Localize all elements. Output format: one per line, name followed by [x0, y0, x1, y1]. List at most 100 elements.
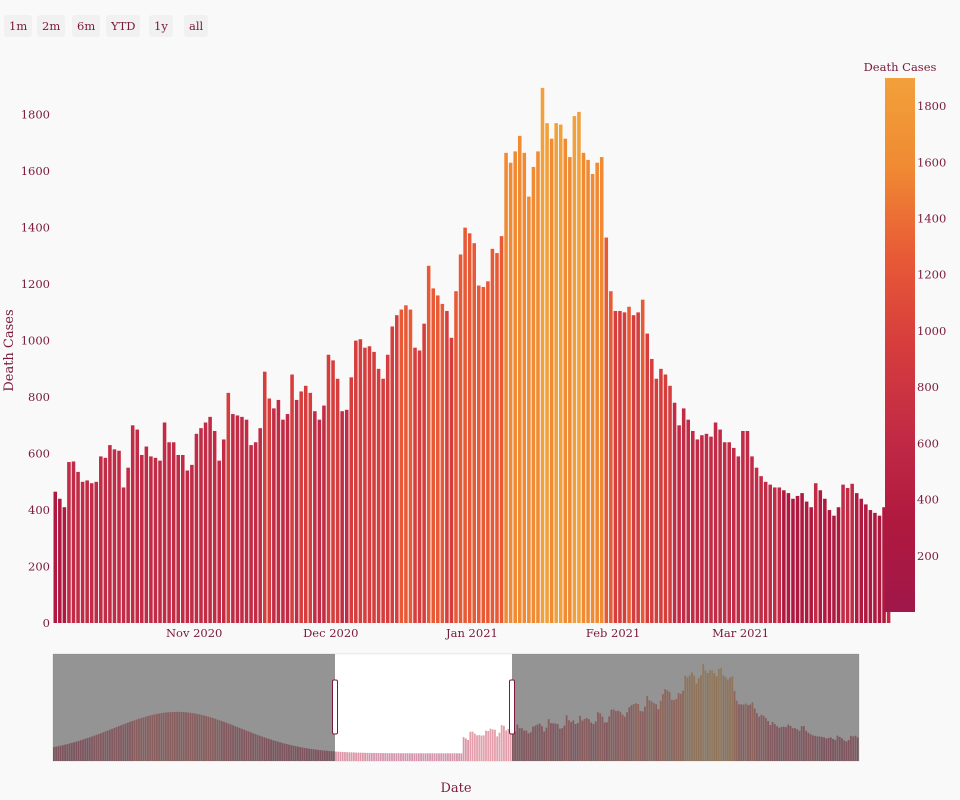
bar[interactable]: [468, 233, 472, 623]
bar[interactable]: [714, 423, 718, 623]
bar[interactable]: [240, 417, 244, 623]
bar[interactable]: [126, 468, 130, 623]
bar[interactable]: [791, 499, 795, 623]
bar[interactable]: [263, 372, 267, 623]
bar[interactable]: [823, 499, 827, 623]
bar[interactable]: [814, 483, 818, 623]
bar[interactable]: [249, 445, 253, 623]
bar[interactable]: [63, 507, 67, 623]
bar[interactable]: [99, 456, 103, 623]
bar[interactable]: [495, 253, 499, 623]
bar[interactable]: [800, 493, 804, 623]
bar[interactable]: [532, 167, 536, 623]
bar[interactable]: [655, 379, 659, 623]
bar[interactable]: [559, 125, 563, 623]
bar[interactable]: [340, 411, 344, 623]
bar[interactable]: [313, 411, 317, 623]
bar[interactable]: [463, 228, 467, 623]
bar[interactable]: [94, 482, 98, 623]
bar[interactable]: [227, 393, 231, 623]
bar[interactable]: [746, 431, 750, 623]
bar[interactable]: [568, 157, 572, 623]
bar[interactable]: [363, 348, 367, 623]
bar[interactable]: [404, 305, 408, 623]
bar[interactable]: [381, 379, 385, 623]
bar[interactable]: [878, 516, 882, 623]
bar[interactable]: [636, 312, 640, 623]
bar[interactable]: [172, 442, 176, 623]
bar[interactable]: [76, 472, 80, 623]
bar[interactable]: [782, 490, 786, 623]
bar[interactable]: [491, 249, 495, 623]
bar[interactable]: [309, 393, 313, 623]
bar[interactable]: [286, 414, 290, 623]
bar[interactable]: [390, 327, 394, 624]
bar[interactable]: [732, 448, 736, 623]
bar[interactable]: [222, 439, 226, 623]
bar[interactable]: [295, 400, 299, 623]
bar[interactable]: [208, 417, 212, 623]
bar[interactable]: [386, 355, 390, 623]
bar[interactable]: [686, 420, 690, 623]
range-slider-handle-right[interactable]: [510, 680, 515, 734]
bar[interactable]: [345, 410, 349, 623]
bar[interactable]: [869, 510, 873, 623]
bar[interactable]: [117, 451, 121, 623]
bar[interactable]: [787, 493, 791, 623]
bar[interactable]: [167, 442, 171, 623]
bar[interactable]: [614, 311, 618, 623]
bar[interactable]: [445, 311, 449, 623]
bar[interactable]: [140, 455, 144, 623]
bar[interactable]: [668, 386, 672, 623]
bar[interactable]: [459, 254, 463, 623]
bar[interactable]: [550, 139, 554, 623]
bar[interactable]: [72, 461, 76, 623]
bar[interactable]: [236, 415, 240, 623]
bar[interactable]: [645, 334, 649, 623]
bar[interactable]: [163, 423, 167, 623]
bar[interactable]: [409, 310, 413, 623]
bar[interactable]: [696, 439, 700, 623]
bar[interactable]: [809, 507, 813, 623]
bar[interactable]: [359, 339, 363, 623]
bar[interactable]: [149, 456, 153, 623]
bar[interactable]: [181, 455, 185, 623]
bar[interactable]: [372, 352, 376, 623]
bar[interactable]: [472, 243, 476, 623]
bar[interactable]: [609, 291, 613, 623]
bar[interactable]: [545, 123, 549, 623]
bar[interactable]: [354, 341, 358, 623]
bar[interactable]: [427, 266, 431, 623]
bar[interactable]: [819, 490, 823, 623]
bar[interactable]: [837, 507, 841, 623]
bar[interactable]: [204, 423, 208, 623]
bar[interactable]: [395, 315, 399, 623]
bar[interactable]: [450, 338, 454, 623]
bar[interactable]: [673, 403, 677, 623]
bar[interactable]: [737, 456, 741, 623]
bar[interactable]: [527, 197, 531, 623]
bar[interactable]: [509, 163, 513, 623]
bar[interactable]: [108, 445, 112, 623]
bar[interactable]: [231, 414, 235, 623]
bar[interactable]: [805, 502, 809, 623]
bar[interactable]: [477, 286, 481, 623]
bar[interactable]: [113, 449, 117, 623]
bar[interactable]: [199, 428, 203, 623]
bar[interactable]: [304, 386, 308, 623]
bar[interactable]: [682, 408, 686, 623]
bar[interactable]: [322, 406, 326, 623]
bar[interactable]: [336, 379, 340, 623]
bar[interactable]: [377, 369, 381, 623]
bar[interactable]: [860, 499, 864, 623]
bar[interactable]: [768, 485, 772, 623]
bar[interactable]: [500, 236, 504, 623]
bar[interactable]: [349, 377, 353, 623]
bar[interactable]: [400, 310, 404, 623]
bar[interactable]: [541, 88, 545, 623]
bar[interactable]: [441, 304, 445, 623]
bar[interactable]: [709, 437, 713, 623]
bar[interactable]: [623, 312, 627, 623]
bar[interactable]: [600, 157, 604, 623]
bar[interactable]: [418, 351, 422, 624]
